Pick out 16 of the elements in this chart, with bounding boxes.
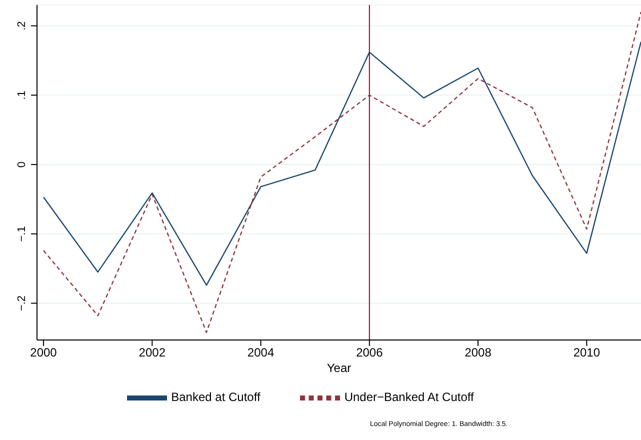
x-axis-title: Year <box>326 361 352 375</box>
line-series <box>42 11 641 333</box>
y-tick-label: −.2 <box>16 295 28 312</box>
y-tick-label: .1 <box>16 90 28 100</box>
legend-label: Under−Banked At Cutoff <box>344 390 474 404</box>
x-tick-label: 2010 <box>573 346 600 360</box>
x-tick-label: 2006 <box>356 346 384 360</box>
y-tick-label: .2 <box>16 21 28 30</box>
x-tick-label: 2008 <box>464 346 492 360</box>
x-tick-label: 2000 <box>30 346 58 360</box>
legend-label: Banked at Cutoff <box>171 390 260 404</box>
y-tick-label: −.1 <box>16 226 28 242</box>
line-series <box>42 41 641 286</box>
x-tick-label: 2004 <box>247 346 274 360</box>
x-tick-label: 2002 <box>138 346 166 360</box>
y-tick-label: 0 <box>16 161 28 168</box>
